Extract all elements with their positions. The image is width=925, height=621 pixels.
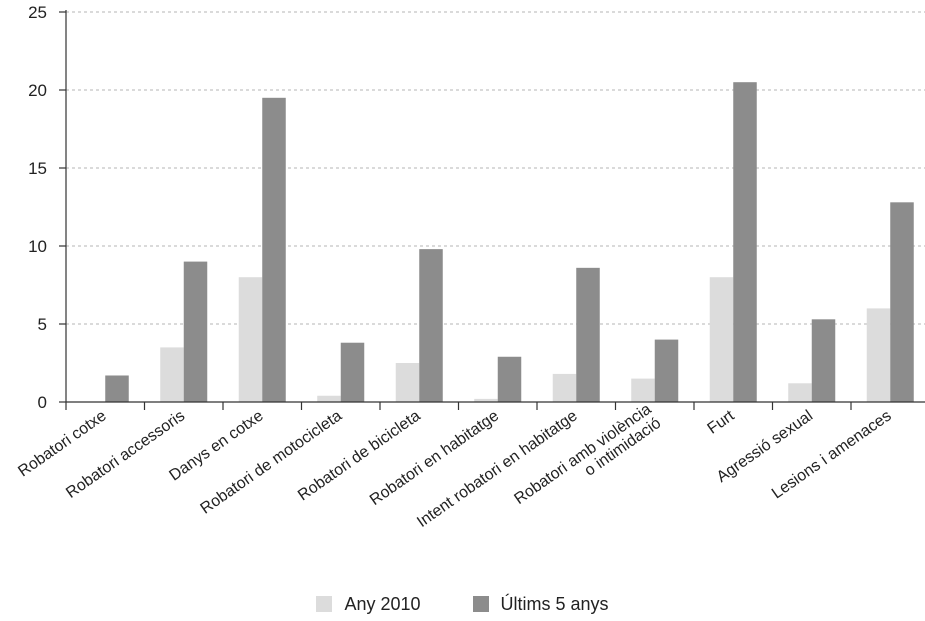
x-category-label-furt: Furt bbox=[704, 407, 738, 438]
bar-any-2010-agressio-sexual bbox=[788, 383, 812, 402]
legend-swatch-any-2010 bbox=[316, 596, 333, 612]
bar-ultims-5-anys-furt bbox=[733, 82, 757, 402]
axes bbox=[59, 10, 925, 410]
bar-any-2010-lesions-i-amenaces bbox=[866, 308, 891, 402]
x-category-label-robatori-amb-violencia-o-intimidacio: Robatori amb violènciao intimidació bbox=[511, 401, 664, 522]
legend: Any 2010 Últims 5 anys bbox=[0, 591, 925, 617]
bar-ultims-5-anys-agressio-sexual bbox=[811, 319, 836, 402]
legend-item-ultims-5-anys: Últims 5 anys bbox=[472, 593, 609, 615]
bar-any-2010-robatori-accessoris bbox=[160, 347, 184, 402]
bar-ultims-5-anys-robatori-en-habitatge bbox=[497, 356, 522, 402]
bar-ultims-5-anys-robatori-amb-violencia-o-intimidacio bbox=[654, 339, 679, 402]
legend-swatch-ultims-5-anys bbox=[472, 596, 489, 612]
bar-any-2010-danys-en-cotxe bbox=[238, 277, 263, 402]
x-category-label-robatori-en-habitatge: Robatori en habitatge bbox=[367, 407, 502, 509]
y-tick-label-0: 0 bbox=[38, 393, 47, 412]
grid-lines bbox=[66, 11, 925, 325]
y-tick-label-15: 15 bbox=[28, 159, 47, 178]
bar-any-2010-robatori-de-motocicleta bbox=[317, 395, 341, 402]
bar-any-2010-robatori-de-bicicleta bbox=[395, 363, 420, 402]
bar-ultims-5-anys-robatori-cotxe bbox=[105, 375, 129, 402]
bar-ultims-5-anys-robatori-accessoris bbox=[183, 261, 208, 402]
y-tick-label-5: 5 bbox=[38, 315, 47, 334]
bar-ultims-5-anys-robatori-de-motocicleta bbox=[340, 342, 365, 402]
bar-any-2010-intent-robatori-en-habitatge bbox=[552, 373, 577, 402]
y-tick-label-25: 25 bbox=[28, 3, 47, 22]
bars bbox=[105, 82, 914, 403]
y-tick-label-10: 10 bbox=[28, 237, 47, 256]
bar-any-2010-furt bbox=[709, 277, 734, 402]
legend-label-ultims-5-anys: Últims 5 anys bbox=[500, 593, 609, 614]
x-category-label-robatori-de-motocicleta: Robatori de motocicleta bbox=[198, 407, 346, 517]
bar-ultims-5-anys-robatori-de-bicicleta bbox=[419, 249, 443, 402]
y-tick-label-20: 20 bbox=[28, 81, 47, 100]
bar-ultims-5-anys-lesions-i-amenaces bbox=[890, 202, 914, 402]
y-tick-labels: 0 5 10 15 20 25 bbox=[28, 3, 47, 412]
bar-any-2010-robatori-en-habitatge bbox=[474, 398, 498, 402]
bar-ultims-5-anys-intent-robatori-en-habitatge bbox=[576, 267, 600, 402]
legend-label-any-2010: Any 2010 bbox=[344, 593, 421, 614]
bar-ultims-5-anys-danys-en-cotxe bbox=[262, 97, 286, 403]
legend-item-any-2010: Any 2010 bbox=[316, 593, 421, 615]
bar-any-2010-robatori-amb-violencia-o-intimidacio bbox=[631, 378, 655, 402]
